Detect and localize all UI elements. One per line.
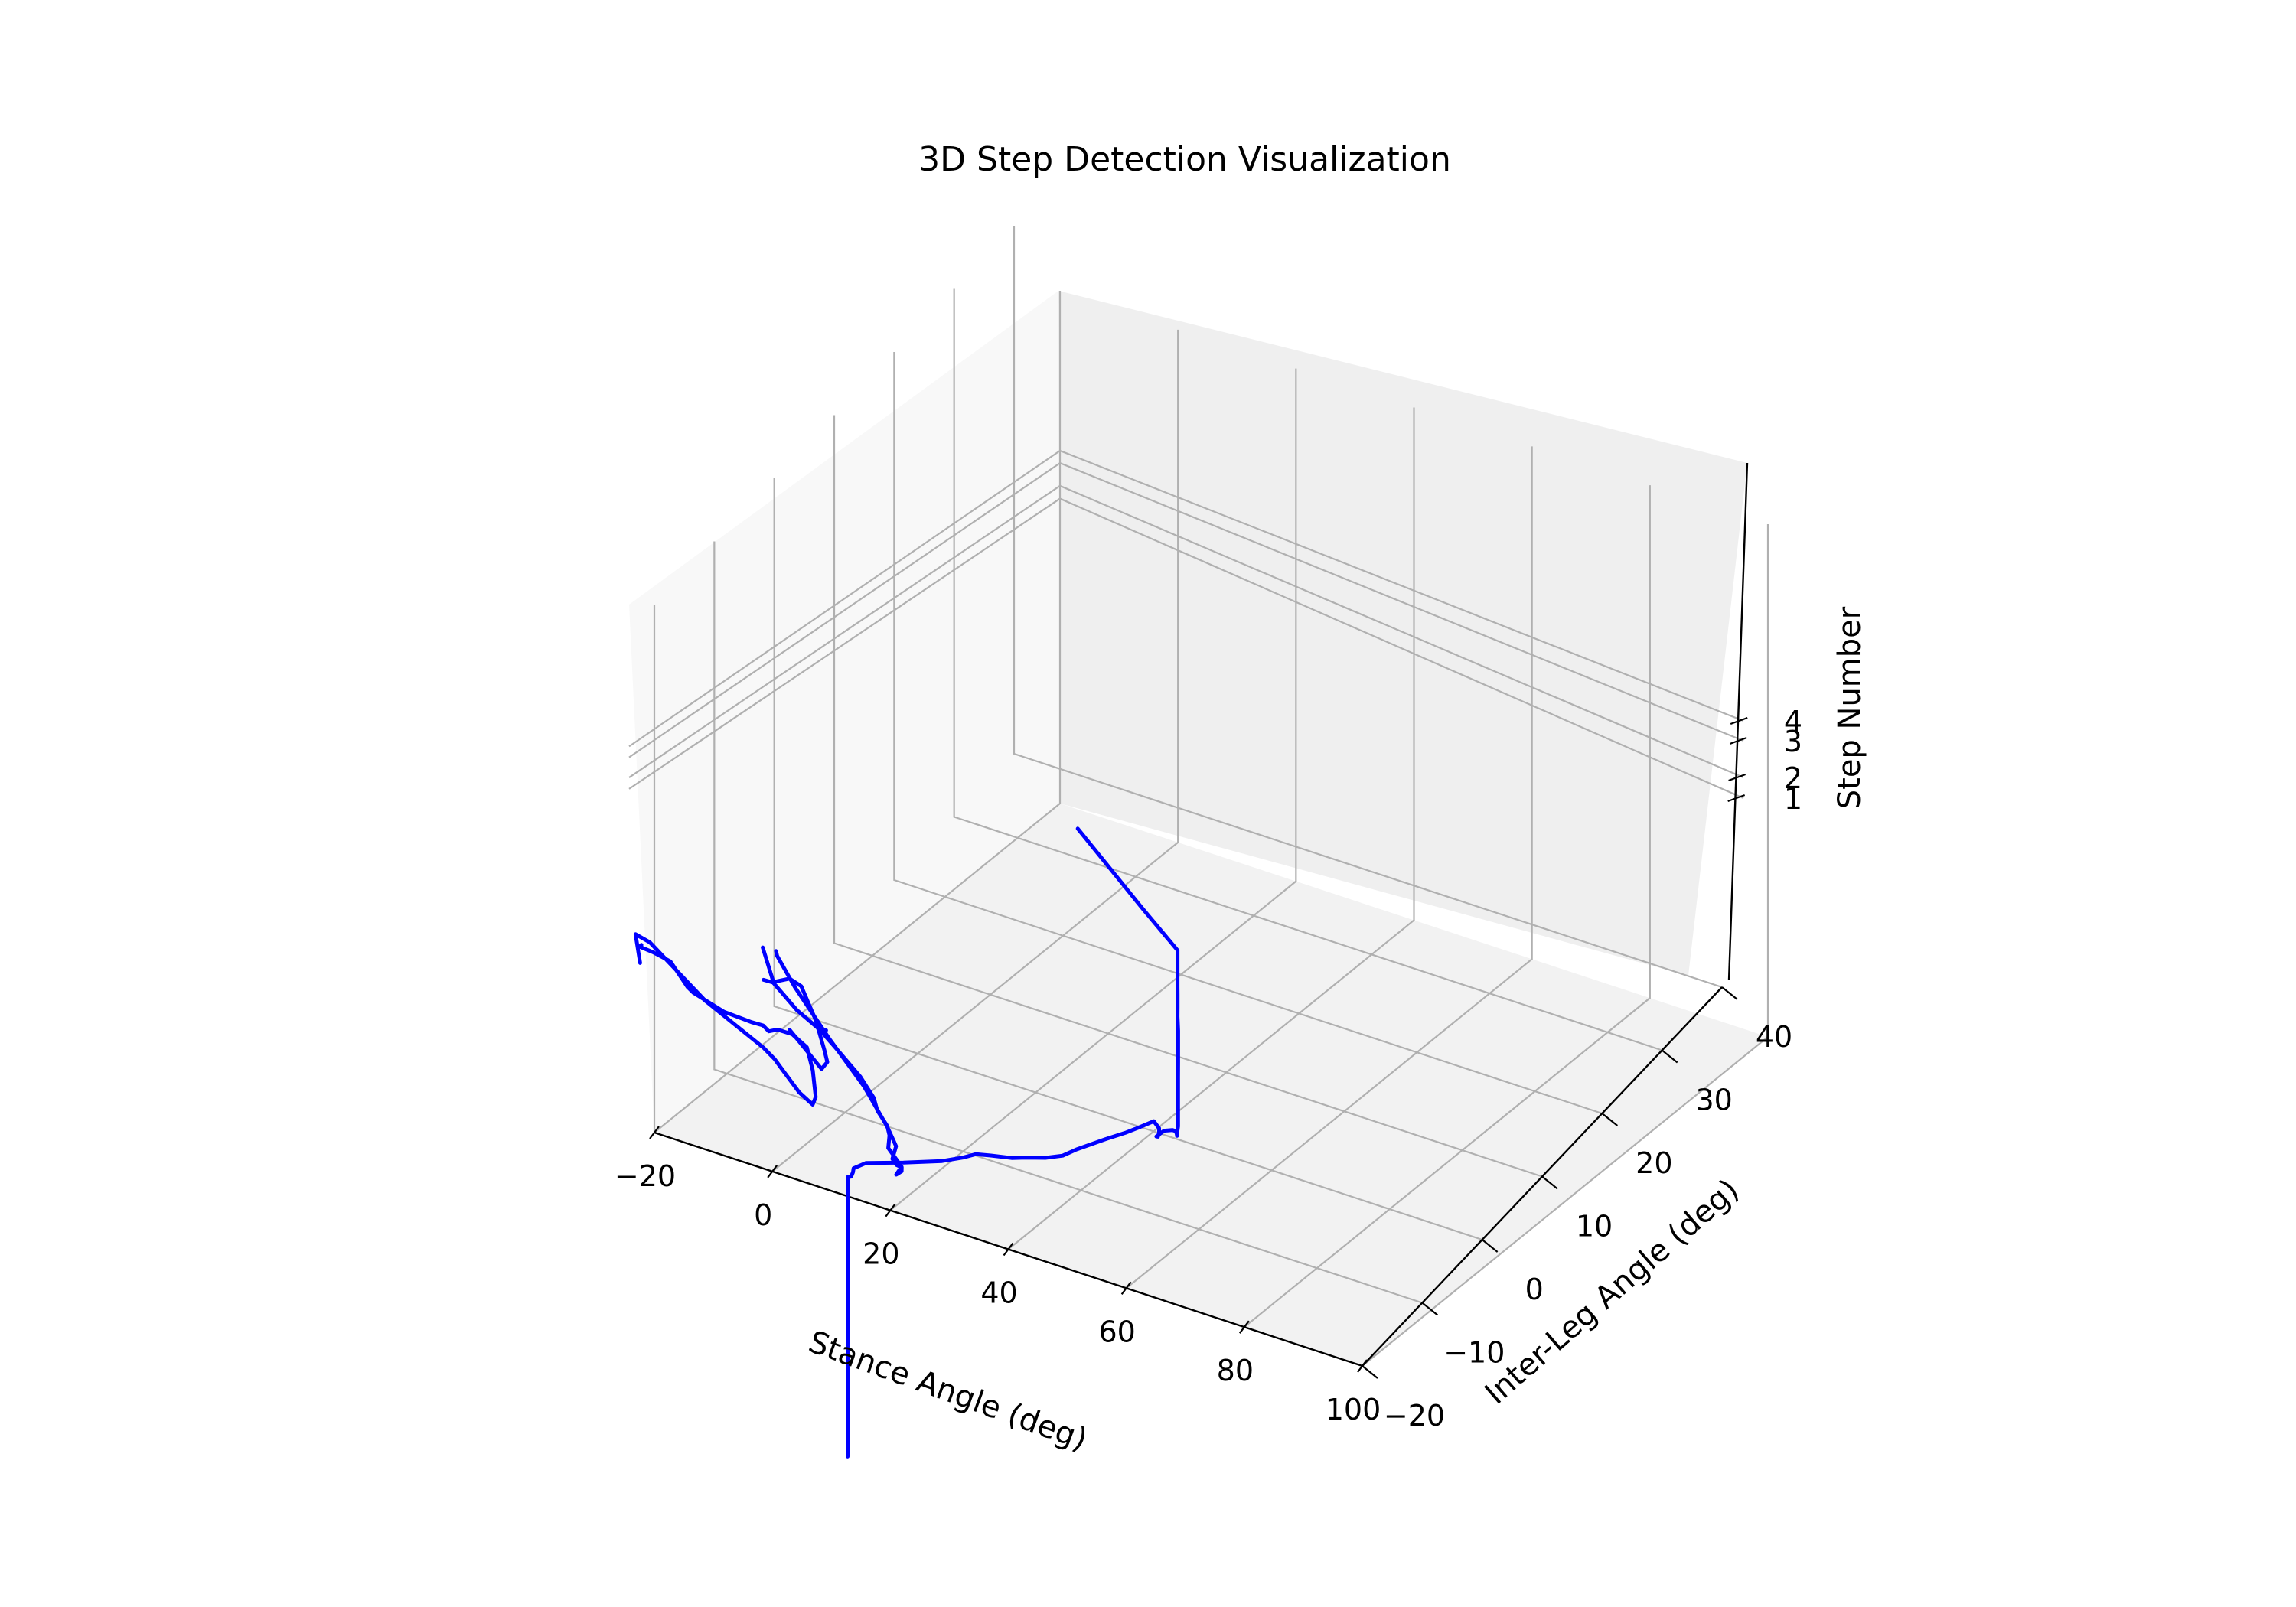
x-axis-ticks: −20 0 20 40 60 80 100: [615, 1126, 1381, 1426]
data-lines: [633, 826, 1180, 1459]
x-tick-label: −20: [615, 1159, 676, 1193]
x-tick-mark: [1120, 1281, 1132, 1295]
x-gridline: [1007, 407, 1415, 1250]
z-axis-label: Step Number: [1832, 606, 1867, 809]
data-series-line-4: [762, 976, 830, 1071]
data-series-line-1: [846, 826, 1180, 1459]
left-wall-pane: [629, 291, 1060, 1133]
y-tick-mark: [1481, 1239, 1499, 1253]
x-tick-label: 80: [1217, 1354, 1254, 1387]
data-series-line-2: [761, 945, 904, 1177]
y-gridline: [773, 478, 1483, 1241]
y-tick-mark: [1421, 1302, 1439, 1316]
x-tick-label: 60: [1098, 1315, 1135, 1348]
x-tick-mark: [649, 1126, 660, 1139]
z-tick-label: 4: [1784, 705, 1802, 738]
x-gridline: [654, 291, 1062, 1133]
y-gridline: [953, 288, 1663, 1051]
y-tick-label: 40: [1756, 1020, 1792, 1054]
z-gridline: [628, 484, 1744, 779]
y-tick-label: −10: [1443, 1336, 1505, 1370]
y-tick-label: −20: [1384, 1399, 1445, 1433]
x-tick-mark: [767, 1165, 778, 1178]
z-tick-mark: [1730, 716, 1748, 725]
x-gridline: [1362, 524, 1769, 1367]
x-tick-label: 20: [863, 1237, 899, 1271]
y-tick-mark: [1541, 1175, 1558, 1190]
y-tick-label: 10: [1576, 1210, 1613, 1244]
y-gridline: [893, 352, 1603, 1115]
y-tick-label: 0: [1525, 1273, 1544, 1306]
x-tick-mark: [1238, 1320, 1250, 1334]
z-tick-mark: [1729, 736, 1747, 745]
y-tick-label: 20: [1636, 1146, 1672, 1180]
y-tick-mark: [1661, 1049, 1678, 1064]
y-tick-mark: [1362, 1365, 1378, 1379]
y-gridline: [713, 541, 1423, 1304]
x-tick-label: 100: [1326, 1393, 1381, 1426]
back-wall-pane: [1058, 291, 1747, 976]
z-gridline: [628, 449, 1744, 748]
z-tick-mark: [1728, 773, 1746, 782]
x-gridline: [1244, 485, 1651, 1328]
chart-title: 3D Step Detection Visualization: [918, 140, 1451, 179]
y-gridline: [833, 415, 1543, 1178]
y-gridline: [1013, 226, 1723, 989]
x-tick-mark: [885, 1204, 896, 1217]
z-tick-mark: [1727, 794, 1746, 803]
z-gridline: [628, 461, 1744, 758]
x-tick-label: 40: [980, 1276, 1017, 1310]
x-gridline: [1125, 446, 1533, 1289]
y-tick-label: 30: [1695, 1084, 1732, 1117]
x-tick-label: 0: [754, 1198, 772, 1232]
y-tick-mark: [1601, 1113, 1619, 1126]
z-tick-label: 1: [1784, 782, 1802, 816]
x-gridline: [771, 329, 1179, 1172]
x-tick-mark: [1003, 1242, 1014, 1257]
z-tick-label: 3: [1784, 725, 1802, 758]
y-axis-ticks: −20 −10 0 10 20 30 40: [1362, 986, 1792, 1433]
z-gridline: [628, 497, 1744, 800]
z-tick-label: 2: [1784, 761, 1802, 795]
y-tick-mark: [1721, 986, 1738, 1000]
x-gridline: [889, 368, 1297, 1211]
